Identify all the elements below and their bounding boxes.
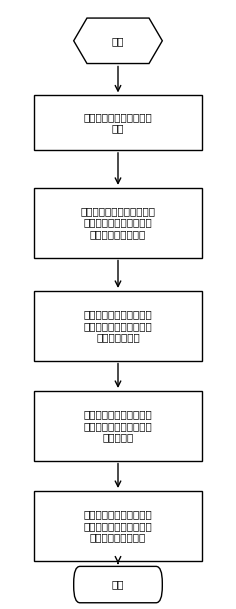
Polygon shape [74,18,162,63]
FancyBboxPatch shape [34,391,202,460]
FancyBboxPatch shape [34,188,202,258]
FancyBboxPatch shape [34,291,202,361]
Text: 求解小规模自由基聚合反
应模型获得各离散时间点
的反应速率系数: 求解小规模自由基聚合反 应模型获得各离散时间点 的反应速率系数 [84,309,152,342]
Text: 开始: 开始 [112,36,124,46]
FancyBboxPatch shape [74,566,162,603]
FancyBboxPatch shape [34,96,202,150]
Text: 各离散时间点的反应速率
系数代入大规模自由基聚
合反应模型: 各离散时间点的反应速率 系数代入大规模自由基聚 合反应模型 [84,409,152,442]
Text: 建立自由基聚合反应机理
模型: 建立自由基聚合反应机理 模型 [84,112,152,133]
Text: 利用英伟达图形处理器并
行求解方法求解该大规模
自由基聚合反应模型: 利用英伟达图形处理器并 行求解方法求解该大规模 自由基聚合反应模型 [84,509,152,543]
Text: 结束: 结束 [112,580,124,590]
Text: 模型解耦，获得小规模自由
基聚合反应模型和大规模
自由基聚合反应模型: 模型解耦，获得小规模自由 基聚合反应模型和大规模 自由基聚合反应模型 [80,206,156,239]
FancyBboxPatch shape [34,491,202,561]
